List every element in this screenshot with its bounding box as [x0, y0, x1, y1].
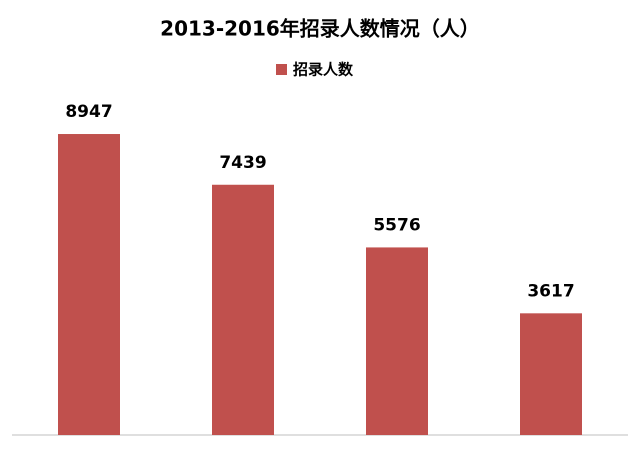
bar: [520, 313, 582, 435]
chart-title: 2013-2016年招录人数情况（人）: [160, 17, 480, 41]
legend-swatch: [276, 64, 287, 75]
data-label: 3617: [527, 281, 574, 301]
data-label: 7439: [219, 153, 266, 173]
data-label: 5576: [373, 215, 420, 235]
bar: [212, 184, 274, 435]
data-label: 8947: [65, 102, 112, 122]
legend-label: 招录人数: [293, 61, 354, 79]
bar: [366, 247, 428, 435]
bar: [58, 134, 120, 435]
